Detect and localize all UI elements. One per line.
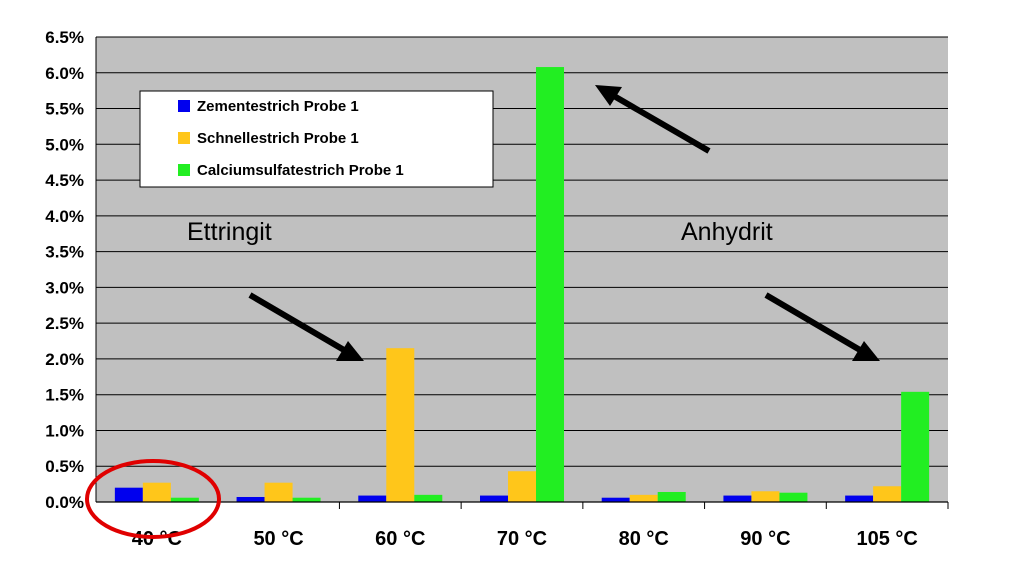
y-tick-label: 6.0% xyxy=(45,64,84,83)
bar xyxy=(901,391,930,502)
legend-label: Zementestrich Probe 1 xyxy=(197,98,359,115)
x-tick-label: 105 °C xyxy=(856,528,917,550)
x-tick-label: 80 °C xyxy=(619,528,669,550)
annotation-ettringit: Ettringit xyxy=(187,218,272,246)
y-tick-label: 6.5% xyxy=(45,28,84,47)
y-tick-label: 0.5% xyxy=(45,457,84,476)
legend-box xyxy=(139,90,494,188)
y-tick-label: 3.5% xyxy=(45,243,84,262)
legend-swatch xyxy=(178,100,190,112)
x-tick-label: 60 °C xyxy=(375,528,425,550)
bar xyxy=(751,491,780,502)
y-tick-label: 5.5% xyxy=(45,100,84,119)
legend-swatch xyxy=(178,132,190,144)
bar xyxy=(414,494,443,502)
bar xyxy=(508,471,536,502)
bar xyxy=(292,497,321,502)
bar xyxy=(723,495,752,502)
y-tick-label: 1.0% xyxy=(45,421,84,440)
arrow-to-70c xyxy=(595,85,711,154)
arrows xyxy=(248,85,880,361)
axes xyxy=(95,37,948,503)
bar xyxy=(536,67,564,503)
bar xyxy=(358,495,387,502)
legend-label: Calciumsulfatestrich Probe 1 xyxy=(197,162,404,179)
arrow-to-105c xyxy=(764,292,880,361)
legend-label: Schnellestrich Probe 1 xyxy=(197,130,359,147)
y-tick-label: 5.0% xyxy=(45,135,84,154)
bars xyxy=(114,67,930,503)
y-tick-label: 0.0% xyxy=(45,493,84,512)
highlight-circle-40c xyxy=(85,459,221,539)
bar xyxy=(629,494,658,502)
bar xyxy=(657,491,686,502)
y-tick-label: 1.5% xyxy=(45,386,84,405)
annotation-anhydrit: Anhydrit xyxy=(681,218,773,246)
x-tick-label: 90 °C xyxy=(740,528,790,550)
legend: Zementestrich Probe 1 Schnellestrich Prob… xyxy=(139,90,494,188)
bar xyxy=(170,497,199,502)
bar xyxy=(601,497,630,502)
bar xyxy=(142,482,171,502)
bar xyxy=(386,348,415,502)
y-tick-label: 4.0% xyxy=(45,207,84,226)
bar xyxy=(114,487,143,502)
y-tick-label: 2.5% xyxy=(45,314,84,333)
legend-swatch xyxy=(178,164,190,176)
y-tick-labels: 0.0% 0.5% 1.0% 1.5% 2.0% 2.5% 3.0% 3.5% 4.0% 4.5%… xyxy=(45,28,84,512)
bar xyxy=(845,495,874,502)
x-tick-label: 40 °C xyxy=(132,528,182,550)
arrow-to-60c xyxy=(248,292,364,361)
bar xyxy=(873,486,902,502)
bar xyxy=(264,482,293,502)
bar xyxy=(236,496,265,502)
bar xyxy=(480,495,508,502)
x-tick-labels: 40 °C 50 °C 60 °C 70 °C 80 °C 90 °C 105 °C xyxy=(132,502,949,550)
x-tick-label: 50 °C xyxy=(253,528,303,550)
x-tick-label: 70 °C xyxy=(497,528,547,550)
y-tick-label: 2.0% xyxy=(45,350,84,369)
y-tick-label: 4.5% xyxy=(45,171,84,190)
y-tick-label: 3.0% xyxy=(45,278,84,297)
bar xyxy=(779,492,808,502)
